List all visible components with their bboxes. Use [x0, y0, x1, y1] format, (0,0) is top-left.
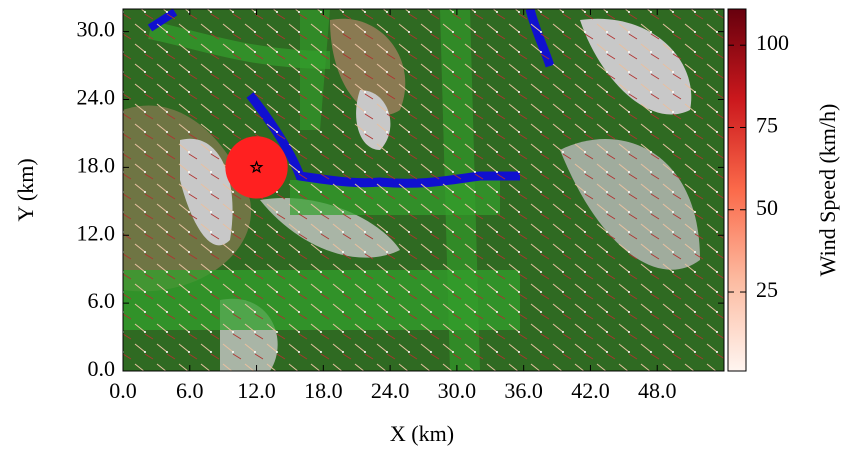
colorbar-tick-label: 75 [756, 113, 778, 138]
x-tick-label: 12.0 [237, 378, 276, 403]
x-tick-label: 24.0 [371, 378, 410, 403]
source-group [225, 136, 287, 198]
x-tick-label: 6.0 [176, 378, 204, 403]
colorbar-tick-label: 25 [756, 277, 778, 302]
y-tick-label: 12.0 [77, 220, 116, 245]
x-tick-label: 18.0 [304, 378, 343, 403]
x-axis-label: X (km) [390, 421, 454, 446]
x-tick-label: 48.0 [638, 378, 677, 403]
source-plume [225, 136, 287, 198]
colorbar [728, 9, 746, 371]
y-axis-label: Y (km) [13, 158, 38, 221]
x-tick-label: 42.0 [571, 378, 610, 403]
colorbar-tick-label: 50 [756, 195, 778, 220]
y-tick-label: 0.0 [88, 356, 116, 381]
x-tick-label: 0.0 [109, 378, 137, 403]
chart: X (km) Y (km) Wind Speed (km/h) 0.0 6.0 12… [0, 0, 845, 453]
y-tick-label: 18.0 [77, 152, 116, 177]
colorbar-label: Wind Speed (km/h) [815, 104, 840, 277]
x-tick-label: 36.0 [504, 378, 543, 403]
y-tick-label: 24.0 [77, 85, 116, 110]
y-tick-label: 6.0 [88, 288, 116, 313]
colorbar-tick-label: 100 [756, 30, 789, 55]
y-tick-label: 30.0 [77, 17, 116, 42]
terrain [123, 9, 724, 371]
x-tick-label: 30.0 [438, 378, 477, 403]
